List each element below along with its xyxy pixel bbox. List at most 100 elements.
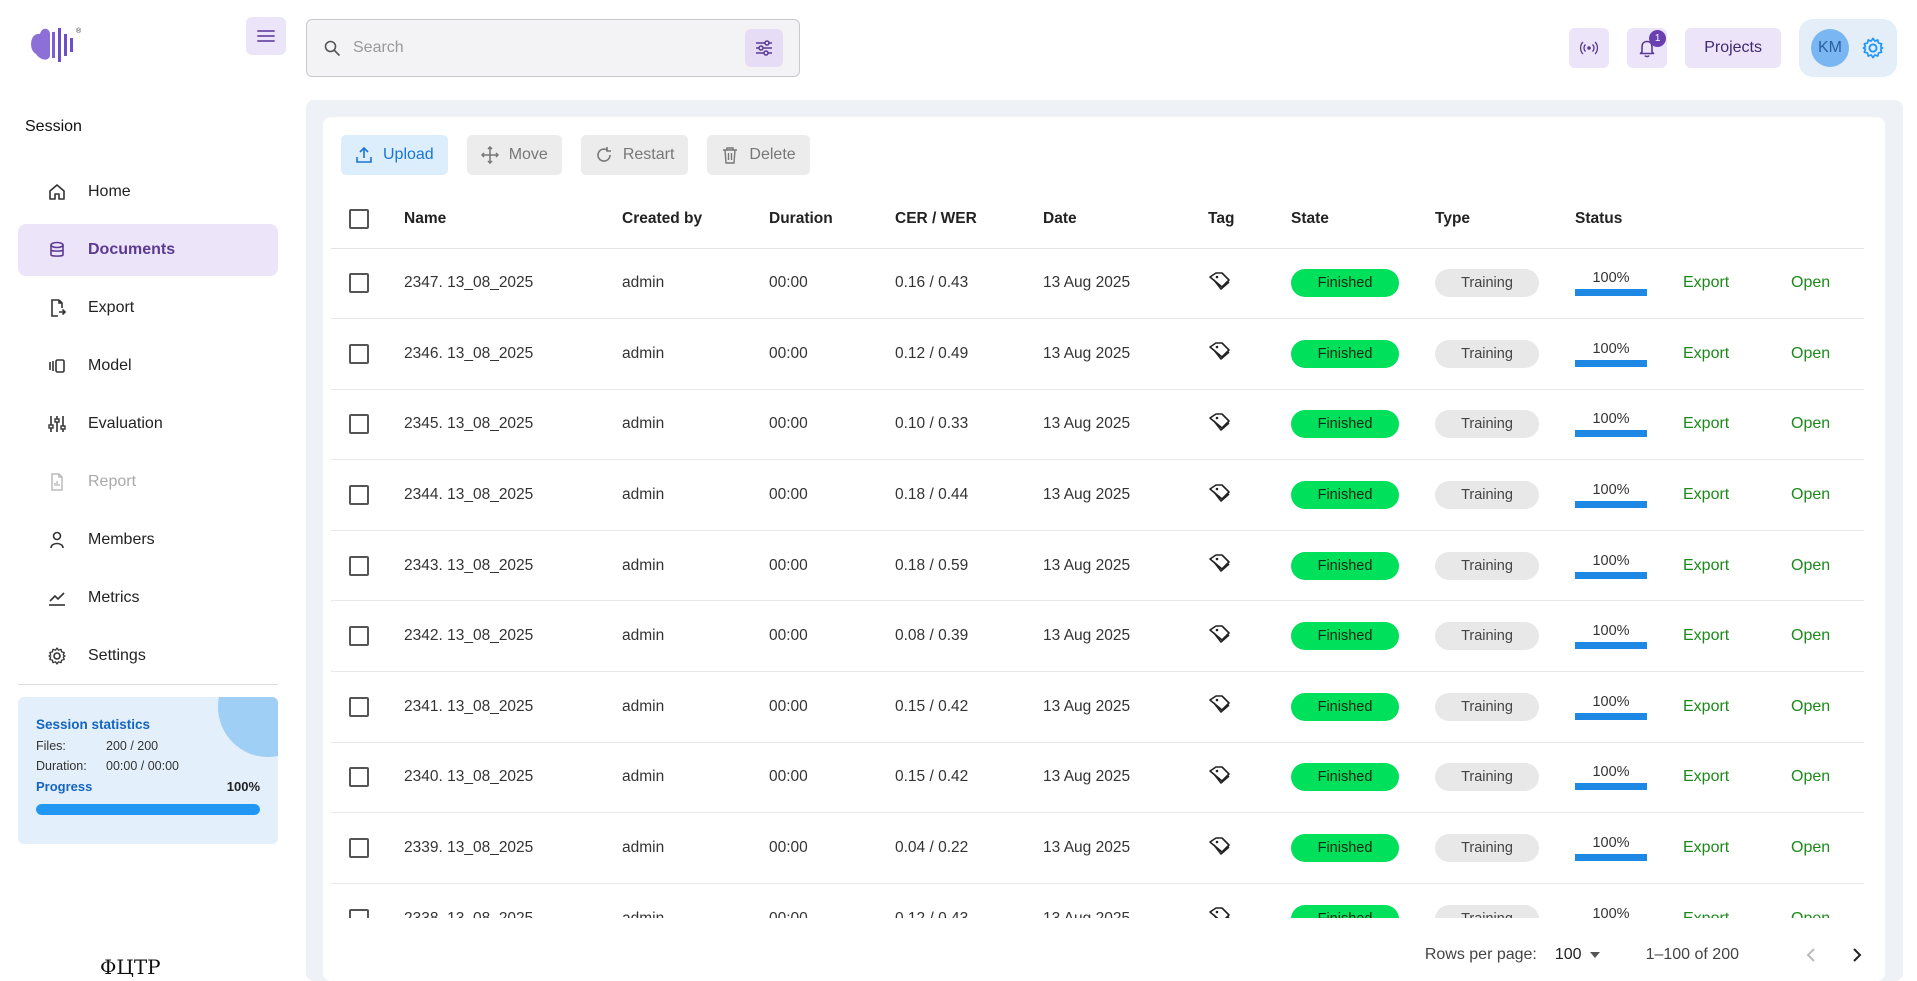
row-name: 2345. 13_08_2025: [404, 389, 622, 461]
open-link[interactable]: Open: [1791, 697, 1831, 715]
pagination: Rows per page: 100 1–100 of 200: [1425, 945, 1867, 965]
table-row[interactable]: 2339. 13_08_2025 admin 00:00 0.04 / 0.22 13 …: [331, 812, 1864, 884]
export-link[interactable]: Export: [1683, 910, 1729, 918]
select-all-checkbox[interactable]: [349, 208, 369, 229]
row-select-cell: [331, 318, 404, 390]
export-link[interactable]: Export: [1683, 839, 1730, 857]
open-link[interactable]: Open: [1791, 556, 1831, 574]
broadcast-button[interactable]: [1569, 28, 1610, 68]
row-export-cell: Export: [1683, 812, 1791, 884]
tag-icon[interactable]: [1208, 412, 1232, 432]
row-checkbox[interactable]: [349, 696, 369, 717]
open-link[interactable]: Open: [1791, 839, 1831, 857]
header-tag[interactable]: Tag: [1208, 190, 1291, 249]
next-page-button[interactable]: [1847, 945, 1867, 965]
delete-button[interactable]: Delete: [707, 135, 810, 175]
tag-icon[interactable]: [1208, 341, 1232, 361]
table-row[interactable]: 2340. 13_08_2025 admin 00:00 0.15 / 0.42 13 …: [331, 742, 1864, 814]
row-state-cell: Finished: [1291, 742, 1435, 814]
restart-button[interactable]: Restart: [580, 135, 689, 175]
rows-per-page-select[interactable]: 100: [1555, 946, 1600, 964]
menu-toggle-button[interactable]: [246, 17, 286, 55]
table-row[interactable]: 2342. 13_08_2025 admin 00:00 0.08 / 0.39 13 …: [331, 600, 1864, 673]
sidebar-item-members[interactable]: Members: [18, 514, 278, 566]
sidebar-item-export[interactable]: Export: [18, 282, 278, 334]
export-link[interactable]: Export: [1683, 274, 1730, 292]
row-checkbox[interactable]: [349, 908, 369, 918]
sidebar-item-home[interactable]: Home: [18, 166, 278, 218]
open-link[interactable]: Open: [1791, 415, 1831, 433]
table-row[interactable]: 2341. 13_08_2025 admin 00:00 0.15 / 0.42 13 …: [331, 671, 1864, 743]
header-name[interactable]: Name: [404, 190, 622, 249]
sidebar-item-evaluation[interactable]: Evaluation: [18, 398, 278, 450]
header-duration[interactable]: Duration: [769, 190, 895, 249]
table-row[interactable]: 2346. 13_08_2025 admin 00:00 0.12 / 0.49 13 …: [331, 318, 1864, 390]
row-checkbox[interactable]: [349, 343, 369, 364]
sidebar-item-documents[interactable]: Documents: [18, 224, 278, 276]
tag-icon[interactable]: [1208, 694, 1232, 714]
user-menu[interactable]: KM: [1799, 19, 1897, 77]
avatar[interactable]: KM: [1811, 29, 1849, 67]
sidebar-item-settings[interactable]: Settings: [18, 630, 278, 682]
previous-page-button[interactable]: [1801, 945, 1821, 965]
export-link[interactable]: Export: [1683, 556, 1730, 574]
row-checkbox[interactable]: [349, 838, 369, 859]
export-link[interactable]: Export: [1683, 415, 1730, 433]
row-name: 2347. 13_08_2025: [404, 248, 622, 320]
row-select-cell: [331, 248, 404, 320]
row-duration: 00:00: [769, 389, 895, 461]
settings-gear-icon[interactable]: [1861, 36, 1885, 60]
open-link[interactable]: Open: [1791, 627, 1831, 645]
table-row[interactable]: 2344. 13_08_2025 admin 00:00 0.18 / 0.44 13 …: [331, 459, 1864, 531]
broadcast-icon: [1580, 41, 1599, 55]
row-checkbox[interactable]: [349, 485, 369, 506]
tag-icon[interactable]: [1208, 483, 1232, 503]
table-row[interactable]: 2343. 13_08_2025 admin 00:00 0.18 / 0.59 13 …: [331, 530, 1864, 602]
notifications-button[interactable]: 1: [1627, 28, 1668, 68]
tag-icon[interactable]: [1208, 906, 1232, 918]
header-state[interactable]: State: [1291, 190, 1435, 249]
export-link[interactable]: Export: [1683, 486, 1730, 504]
tag-icon[interactable]: [1208, 765, 1232, 785]
move-button[interactable]: Move: [466, 135, 562, 175]
export-link[interactable]: Export: [1683, 344, 1730, 362]
table-row[interactable]: 2345. 13_08_2025 admin 00:00 0.10 / 0.33 13 …: [331, 389, 1864, 461]
open-link[interactable]: Open: [1791, 486, 1831, 504]
upload-button[interactable]: Upload: [341, 135, 448, 175]
sidebar-item-metrics[interactable]: Metrics: [18, 572, 278, 624]
row-created-by: admin: [622, 248, 769, 320]
filter-button[interactable]: [745, 29, 783, 67]
header-created-by[interactable]: Created by: [622, 190, 769, 249]
export-link[interactable]: Export: [1683, 627, 1730, 645]
row-created-by: admin: [622, 742, 769, 814]
type-badge: Training: [1435, 763, 1539, 792]
row-checkbox[interactable]: [349, 555, 369, 576]
open-link[interactable]: Open: [1791, 768, 1831, 786]
tag-icon[interactable]: [1208, 553, 1232, 573]
app-logo[interactable]: ®: [30, 24, 86, 64]
sidebar-item-model[interactable]: Model: [18, 340, 278, 392]
row-checkbox[interactable]: [349, 767, 369, 788]
header-cer-wer[interactable]: CER / WER: [895, 190, 1043, 249]
row-export-cell: Export: [1683, 318, 1791, 390]
export-link[interactable]: Export: [1683, 768, 1730, 786]
tag-icon[interactable]: [1208, 836, 1232, 856]
status-percent: 100%: [1592, 623, 1630, 640]
row-checkbox[interactable]: [349, 273, 369, 294]
header-date[interactable]: Date: [1043, 190, 1208, 249]
projects-button[interactable]: Projects: [1685, 28, 1781, 68]
export-link[interactable]: Export: [1683, 697, 1730, 715]
header-status[interactable]: Status: [1575, 190, 1683, 249]
tag-icon[interactable]: [1208, 624, 1232, 644]
tag-icon[interactable]: [1208, 271, 1232, 291]
open-link[interactable]: Open: [1791, 344, 1831, 362]
open-link[interactable]: Open: [1791, 910, 1830, 918]
open-link[interactable]: Open: [1791, 274, 1831, 292]
header-type[interactable]: Type: [1435, 190, 1575, 249]
search-input[interactable]: [353, 39, 745, 57]
table-row[interactable]: 2347. 13_08_2025 admin 00:00 0.16 / 0.43 13 …: [331, 248, 1864, 320]
row-checkbox[interactable]: [349, 414, 369, 435]
row-created-by: admin: [622, 530, 769, 602]
row-checkbox[interactable]: [349, 626, 369, 647]
